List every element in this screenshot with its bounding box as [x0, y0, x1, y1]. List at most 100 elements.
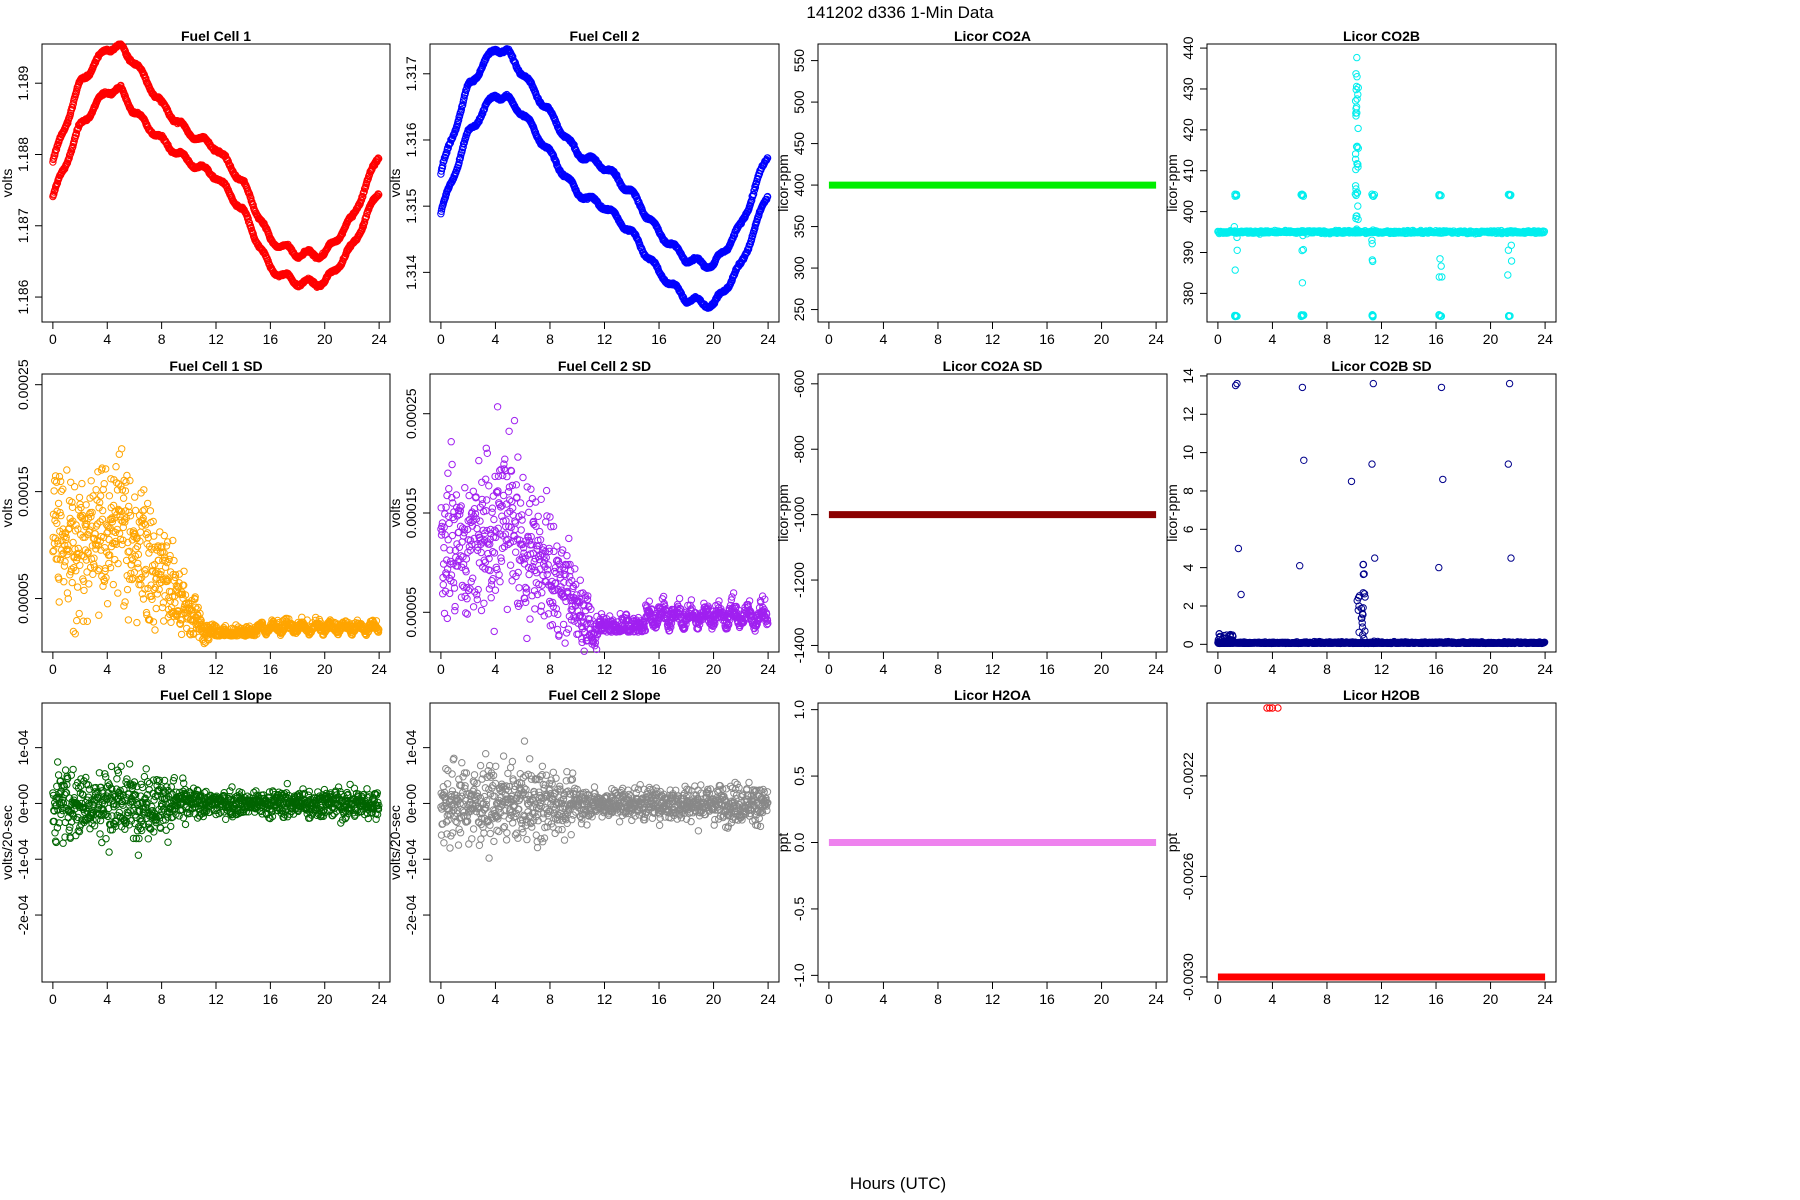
plot-frame — [41, 373, 391, 653]
data-point — [1353, 143, 1361, 152]
data-point — [1354, 90, 1362, 99]
data-point — [489, 575, 497, 583]
data-point — [477, 606, 486, 615]
plot-frame — [429, 43, 780, 323]
panel-title: Fuel Cell 2 SD — [558, 358, 651, 374]
data-point — [50, 546, 58, 555]
data-points — [1214, 53, 1549, 321]
x-tick-label: 0 — [437, 661, 445, 677]
x-tick-label: 24 — [1148, 331, 1164, 347]
data-point — [124, 616, 133, 624]
data-point — [80, 586, 88, 595]
y-tick-label: 1.316 — [403, 122, 419, 157]
y-tick-label: 1.186 — [15, 279, 31, 314]
x-tick-label: 24 — [371, 331, 387, 347]
data-points — [437, 45, 772, 312]
x-tick-label: 16 — [263, 661, 279, 677]
data-point — [1437, 262, 1445, 270]
data-point — [120, 602, 128, 610]
data-point — [489, 492, 497, 500]
data-point — [1351, 97, 1360, 105]
data-point — [53, 519, 61, 527]
data-point — [244, 214, 252, 223]
data-point — [159, 599, 168, 607]
data-point — [117, 81, 125, 90]
data-point — [359, 192, 367, 201]
data-point — [496, 578, 504, 586]
data-point — [73, 616, 81, 625]
panel-title: Licor CO2B — [1343, 28, 1420, 44]
y-tick-label: 1.188 — [15, 137, 31, 172]
x-tick-label: 16 — [651, 661, 667, 677]
data-point — [552, 158, 560, 167]
data-point — [121, 598, 129, 606]
data-point — [1368, 312, 1377, 320]
x-tick-label: 12 — [985, 331, 1001, 347]
data-point — [1352, 225, 1361, 233]
data-point — [112, 463, 120, 471]
panel-1: Fuel Cell 10 4 8 12 16 20 241.1861.1871.1881.1… — [0, 28, 391, 347]
figure-title: 141202 d336 1-Min Data — [806, 3, 994, 22]
data-point — [60, 578, 68, 586]
data-point — [463, 610, 471, 618]
data-point — [1352, 185, 1360, 193]
data-point — [1368, 192, 1377, 200]
data-point — [375, 191, 383, 199]
data-point — [109, 580, 118, 589]
y-tick-label: 0.00015 — [15, 466, 31, 517]
data-point — [52, 145, 61, 154]
x-axis-label: Hours (UTC) — [850, 1174, 946, 1193]
data-point — [475, 559, 484, 567]
x-tick-label: 0 — [825, 331, 833, 347]
x-tick-label: 4 — [1269, 331, 1277, 347]
data-point — [64, 595, 73, 603]
data-point — [485, 482, 493, 490]
data-point — [133, 618, 141, 627]
data-point — [439, 161, 447, 170]
x-tick-label: 20 — [706, 331, 722, 347]
data-point — [447, 438, 455, 446]
data-point — [483, 496, 491, 504]
x-tick-label: 16 — [651, 331, 667, 347]
data-point — [503, 605, 511, 614]
data-point — [1353, 189, 1362, 197]
x-tick-label: 12 — [1374, 331, 1390, 347]
y-tick-label: 0.00005 — [403, 587, 419, 638]
y-tick-label: 250 — [791, 298, 807, 322]
x-tick-label: 20 — [317, 331, 333, 347]
x-tick-label: 4 — [880, 331, 888, 347]
data-point — [1505, 312, 1513, 320]
data-point — [177, 630, 186, 639]
data-point — [488, 504, 497, 512]
data-point — [1354, 144, 1363, 152]
data-point — [103, 600, 112, 608]
data-point — [156, 528, 164, 536]
data-point — [151, 626, 159, 634]
data-point — [1298, 246, 1306, 255]
data-point — [146, 507, 155, 515]
x-tick-label: 24 — [760, 661, 776, 677]
data-point — [111, 555, 119, 564]
data-point — [62, 533, 70, 541]
data-point — [119, 494, 128, 502]
data-point — [69, 538, 77, 547]
data-point — [748, 235, 756, 243]
x-tick-label: 20 — [317, 661, 333, 677]
data-point — [1352, 112, 1360, 120]
y-tick-label: 300 — [791, 256, 807, 280]
data-point — [1507, 241, 1516, 250]
data-point — [68, 578, 76, 587]
data-point — [122, 478, 130, 486]
data-point — [1352, 103, 1361, 111]
data-point — [487, 594, 495, 602]
data-point — [1233, 246, 1241, 255]
data-point — [96, 492, 105, 500]
y-axis-label: licor-ppm — [1164, 154, 1180, 212]
data-points — [49, 40, 383, 291]
data-point — [461, 484, 469, 492]
data-point — [505, 427, 513, 435]
x-tick-label: 8 — [934, 331, 942, 347]
data-point — [459, 101, 467, 109]
data-point — [1438, 273, 1446, 281]
y-tick-label: 440 — [1180, 36, 1196, 60]
